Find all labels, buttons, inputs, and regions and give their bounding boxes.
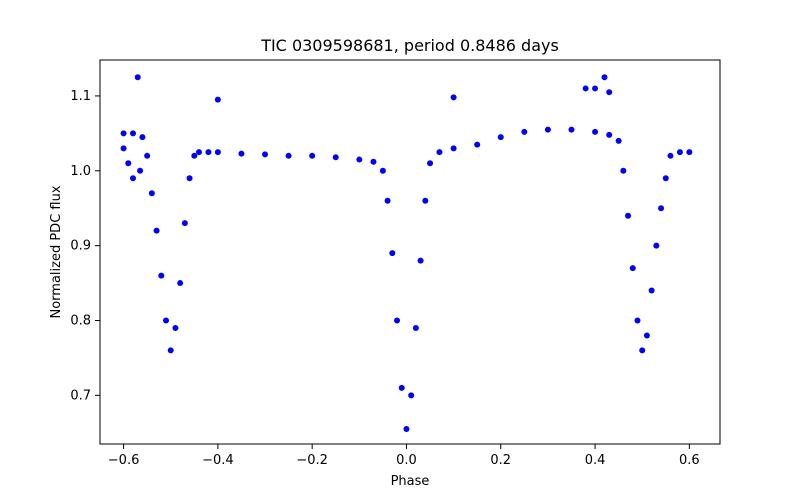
data-point [521,128,528,135]
data-point [653,242,660,249]
data-point [167,347,174,354]
data-point [667,152,674,159]
data-point [417,257,424,264]
x-axis-label: Phase [391,474,430,489]
data-point [309,152,316,159]
data-point [639,347,646,354]
data-point [285,152,292,159]
data-point [544,126,551,133]
data-point [497,134,504,141]
data-point [615,137,622,144]
data-point [144,152,151,159]
data-point [606,89,613,96]
data-point [177,280,184,287]
data-point [658,205,665,212]
data-point [130,130,136,137]
data-point [643,332,650,339]
data-point [427,160,434,167]
data-point [676,149,683,156]
x-tick-label: 0.4 [585,453,606,468]
data-point [134,74,141,81]
x-axis: −0.6 −0.4 −0.2 0.0 0.2 0.4 0.6 [108,444,700,468]
data-point [120,130,127,137]
data-point [601,74,608,81]
data-point [450,94,457,101]
data-point [394,317,401,324]
data-point [332,154,339,161]
y-tick-label: 1.0 [70,164,91,179]
data-point [125,160,132,167]
data-point [238,150,245,157]
data-point [196,149,203,156]
data-point [648,287,655,294]
data-point [205,149,212,156]
plot-area-frame [99,59,721,445]
data-point [379,167,386,174]
data-point [214,96,221,103]
data-point [568,126,575,133]
data-point [592,85,599,92]
data-point [474,141,481,148]
data-point [403,426,410,433]
data-point [191,152,198,159]
y-tick-label: 0.9 [70,239,91,254]
data-point [582,85,589,92]
data-point [384,197,391,204]
data-point [662,175,669,182]
data-point [422,197,429,204]
y-axis-label: Normalized PDC flux [49,185,64,318]
data-point [629,265,636,272]
y-tick-label: 0.7 [70,388,91,403]
x-tick-label: 0.0 [396,453,417,468]
x-tick-label: 0.2 [490,453,511,468]
data-point [450,145,457,152]
data-point [181,220,188,227]
data-point [163,317,170,324]
data-point [214,149,221,156]
data-point [389,250,396,257]
data-point [137,167,144,174]
data-point [370,158,377,165]
data-point [686,149,693,156]
data-points-layer [120,74,693,433]
data-point [634,317,641,324]
data-point [172,324,179,331]
data-point [158,272,165,279]
y-axis: 0.7 0.8 0.9 1.0 1.1 [70,89,100,403]
data-point [620,167,627,174]
data-point [186,175,193,182]
data-point [356,156,363,163]
data-point [408,392,415,399]
x-tick-label: 0.6 [679,453,700,468]
data-point [625,212,632,219]
data-point [139,134,146,141]
x-tick-label: −0.2 [296,453,328,468]
data-point [436,149,443,156]
data-point [606,131,613,138]
data-point [153,227,160,234]
x-tick-label: −0.4 [202,453,234,468]
data-point [262,151,269,158]
data-point [148,190,155,197]
data-point [120,145,127,152]
y-tick-label: 1.1 [70,89,91,104]
data-point [398,384,405,391]
x-tick-label: −0.6 [108,453,140,468]
data-point [130,175,136,182]
y-tick-label: 0.8 [70,313,91,328]
data-point [592,128,599,135]
data-point [412,324,419,331]
chart-title: TIC 0309598681, period 0.8486 days [260,36,559,55]
